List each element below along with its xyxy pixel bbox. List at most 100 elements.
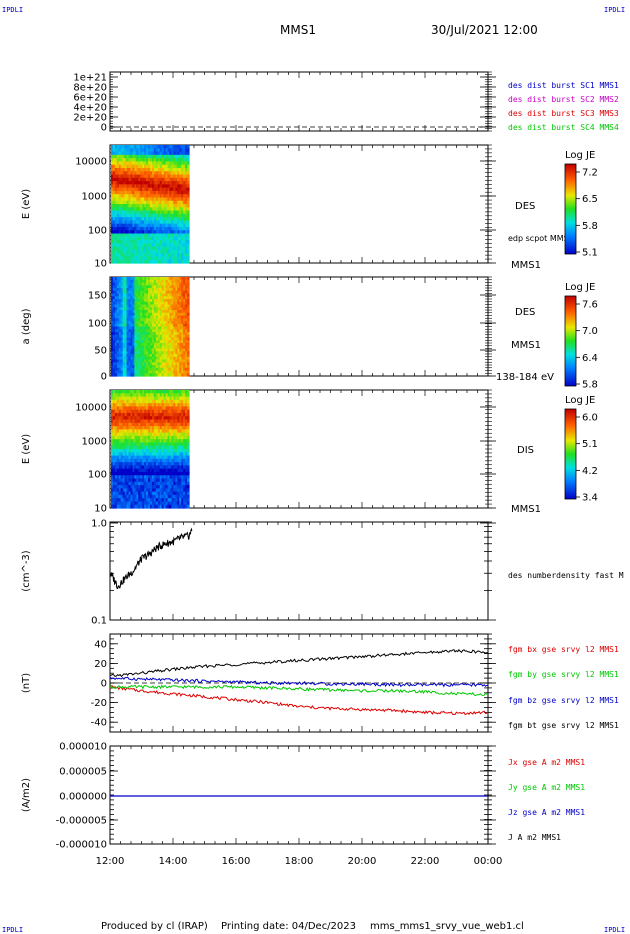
heatmap-cell bbox=[124, 359, 128, 363]
heatmap-cell bbox=[126, 290, 130, 295]
heatmap-cell bbox=[132, 340, 135, 344]
heatmap-cell bbox=[146, 365, 149, 369]
heatmap-cell bbox=[171, 210, 174, 215]
heatmap-cell bbox=[118, 494, 122, 499]
heatmap-cell bbox=[124, 296, 128, 300]
heatmap-cell bbox=[161, 233, 165, 238]
heatmap-cell bbox=[134, 412, 137, 417]
heatmap-cell bbox=[142, 370, 145, 374]
heatmap-cell bbox=[153, 279, 157, 284]
heatmap-cell bbox=[187, 154, 190, 159]
heatmap-cell bbox=[138, 373, 141, 377]
heatmap-cell bbox=[157, 240, 161, 244]
heatmap-cell bbox=[124, 452, 128, 457]
heatmap-cell bbox=[146, 285, 149, 289]
heatmap-cell bbox=[126, 210, 130, 215]
heatmap-cell bbox=[177, 213, 180, 218]
heatmap-cell bbox=[144, 299, 147, 303]
heatmap-cell bbox=[161, 458, 165, 463]
heatmap-cell bbox=[157, 370, 161, 374]
heatmap-cell bbox=[165, 340, 169, 344]
heatmap-cell bbox=[122, 445, 126, 450]
heatmap-cell bbox=[132, 491, 135, 496]
heatmap-cell bbox=[169, 187, 173, 192]
heatmap-cell bbox=[173, 373, 176, 377]
heatmap-cell bbox=[159, 504, 163, 509]
heatmap-cell bbox=[169, 151, 173, 156]
heatmap-cell bbox=[132, 498, 135, 503]
heatmap-cell bbox=[179, 290, 182, 295]
heatmap-cell bbox=[175, 475, 178, 480]
heatmap-cell bbox=[150, 158, 153, 162]
heatmap-cell bbox=[165, 362, 169, 366]
heatmap-cell bbox=[171, 243, 174, 248]
heatmap-cell bbox=[181, 475, 184, 480]
heatmap-cell bbox=[167, 432, 171, 437]
heatmap-cell bbox=[177, 471, 180, 476]
heatmap-cell bbox=[116, 449, 120, 453]
heatmap-cell bbox=[124, 301, 128, 306]
heatmap-cell bbox=[161, 177, 165, 182]
heatmap-cell bbox=[151, 439, 155, 444]
heatmap-cell bbox=[179, 288, 182, 292]
heatmap-cell bbox=[151, 158, 155, 162]
heatmap-cell bbox=[148, 259, 151, 264]
heatmap-cell bbox=[183, 290, 186, 295]
heatmap-cell bbox=[122, 210, 126, 215]
heatmap-cell bbox=[144, 318, 147, 322]
heatmap-cell bbox=[187, 151, 190, 156]
heatmap-cell bbox=[177, 282, 180, 286]
heatmap-cell bbox=[187, 249, 190, 254]
heatmap-cell bbox=[155, 307, 159, 311]
heatmap-cell bbox=[187, 279, 190, 284]
heatmap-cell bbox=[140, 190, 143, 195]
heatmap-cell bbox=[114, 277, 118, 281]
heatmap-cell bbox=[130, 419, 134, 424]
heatmap-cell bbox=[173, 259, 176, 264]
heatmap-cell bbox=[128, 190, 132, 195]
heatmap-cell bbox=[151, 354, 155, 358]
heatmap-cell bbox=[118, 362, 122, 366]
heatmap-cell bbox=[181, 184, 184, 189]
instrument-label: DES bbox=[515, 307, 535, 318]
heatmap-cell bbox=[146, 439, 149, 444]
heatmap-cell bbox=[183, 365, 186, 369]
heatmap-cell bbox=[116, 498, 120, 503]
heatmap-cell bbox=[134, 365, 137, 369]
heatmap-cell bbox=[179, 432, 182, 437]
heatmap-cell bbox=[112, 321, 116, 325]
heatmap-cell bbox=[132, 406, 135, 411]
heatmap-cell bbox=[171, 290, 174, 295]
heatmap-cell bbox=[183, 194, 186, 199]
heatmap-cell bbox=[181, 226, 184, 231]
heatmap-cell bbox=[150, 422, 153, 427]
heatmap-cell bbox=[177, 468, 180, 473]
heatmap-cell bbox=[153, 217, 157, 221]
heatmap-cell bbox=[185, 279, 188, 284]
heatmap-cell bbox=[122, 197, 126, 202]
heatmap-cell bbox=[157, 351, 161, 355]
heatmap-cell bbox=[150, 213, 153, 218]
heatmap-cell bbox=[179, 356, 182, 361]
heatmap-cell bbox=[161, 340, 165, 344]
heatmap-cell bbox=[181, 419, 184, 424]
heatmap-cell bbox=[130, 449, 134, 453]
heatmap-cell bbox=[116, 293, 120, 297]
heatmap-cell bbox=[169, 164, 173, 169]
legend-entry: des dist burst SC1 MMS1 bbox=[508, 81, 619, 90]
heatmap-cell bbox=[116, 393, 120, 398]
heatmap-cell bbox=[140, 468, 143, 473]
heatmap-cell bbox=[171, 432, 174, 437]
heatmap-cell bbox=[148, 223, 151, 228]
heatmap-cell bbox=[140, 442, 143, 447]
heatmap-cell bbox=[167, 491, 171, 496]
heatmap-cell bbox=[134, 481, 137, 486]
heatmap-cell bbox=[138, 471, 141, 476]
heatmap-cell bbox=[118, 396, 122, 401]
heatmap-cell bbox=[138, 326, 141, 330]
heatmap-cell bbox=[138, 249, 141, 254]
heatmap-cell bbox=[161, 288, 165, 292]
heatmap-cell bbox=[161, 307, 165, 311]
heatmap-cell bbox=[163, 230, 167, 235]
heatmap-cell bbox=[112, 504, 116, 509]
